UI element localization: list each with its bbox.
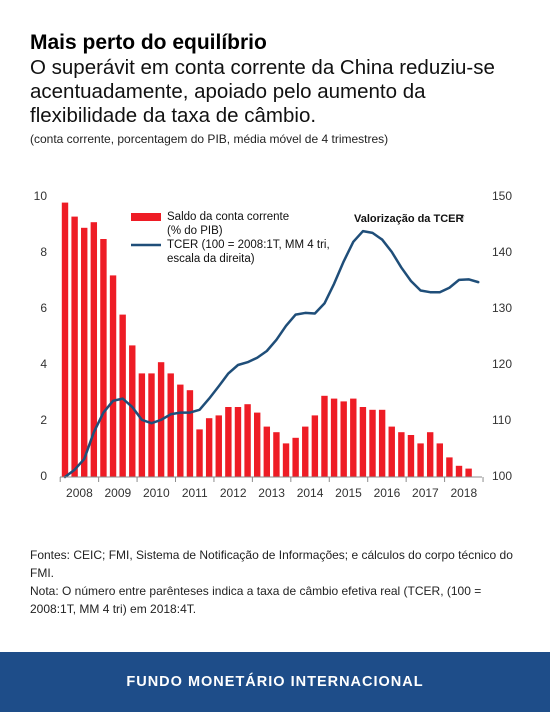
- bar-42: [465, 468, 472, 477]
- x-axis-ticks: 2008 2009 2010 2011 2012 2013 2014 2015 2016 2017…: [59, 477, 484, 500]
- legend-line-label-line2: escala da direita): [167, 253, 255, 265]
- bar-12: [177, 384, 184, 477]
- left-axis-ticks: 0 2 4 6 8 10: [34, 189, 48, 483]
- left-tick-label: 10: [34, 189, 48, 203]
- bar-31: [359, 407, 367, 477]
- bar-27: [321, 395, 328, 477]
- units-note: (conta corrente, porcentagem do PIB, méd…: [30, 132, 389, 146]
- legend-bar-label-line2: (% do PIB): [167, 225, 223, 237]
- bar-1: [71, 216, 78, 477]
- bar-25: [302, 426, 309, 477]
- bar-2: [81, 227, 88, 477]
- bar-40: [446, 457, 453, 477]
- bar-39: [436, 443, 443, 477]
- imf-footer-banner: FUNDO MONETÁRIO INTERNACIONAL: [0, 652, 550, 712]
- bar-38: [426, 432, 434, 477]
- x-tick-label: 2009: [104, 486, 131, 500]
- x-tick-label: 2013: [258, 486, 285, 500]
- bar-24: [292, 437, 299, 477]
- bar-11: [167, 373, 174, 477]
- x-tick-label: 2012: [220, 486, 247, 500]
- bar-26: [311, 415, 319, 477]
- right-axis-ticks: 100 110 120 130 140 150: [492, 189, 512, 483]
- bar-36: [407, 435, 415, 477]
- legend-bar-label: Saldo da conta corrente: [167, 211, 289, 223]
- current-account-bars: [61, 202, 472, 477]
- bar-21: [263, 426, 271, 477]
- bar-6: [119, 314, 126, 477]
- legend-line-label: TCER (100 = 2008:1T, MM 4 tri,: [167, 239, 330, 251]
- reer-note: Nota: O número entre parênteses indica a…: [30, 584, 482, 616]
- x-tick-label: 2016: [374, 486, 401, 500]
- x-tick-label: 2014: [297, 486, 324, 500]
- x-tick-label: 2017: [412, 486, 439, 500]
- bar-3: [90, 222, 98, 477]
- x-tick-label: 2008: [66, 486, 93, 500]
- bar-14: [196, 429, 203, 477]
- right-tick-label: 120: [492, 357, 512, 371]
- bar-35: [398, 432, 405, 477]
- bar-23: [282, 443, 290, 477]
- bar-4: [100, 239, 107, 477]
- chart-title: Mais perto do equilíbrio: [30, 31, 267, 54]
- bar-16: [215, 415, 222, 477]
- sources-note: Fontes: CEIC; FMI, Sistema de Notificaçã…: [30, 548, 513, 580]
- bar-30: [350, 398, 357, 477]
- x-tick-label: 2011: [182, 486, 208, 500]
- bar-28: [330, 398, 338, 477]
- bar-13: [186, 390, 194, 477]
- x-tick-label: 2015: [335, 486, 362, 500]
- left-tick-label: 6: [40, 301, 47, 315]
- right-tick-label: 110: [492, 413, 511, 427]
- bar-7: [129, 345, 136, 477]
- right-tick-label: 140: [492, 245, 512, 259]
- reer-appreciation-annotation: Valorização da TCER: [354, 213, 463, 225]
- bar-17: [225, 407, 232, 477]
- bar-32: [369, 409, 376, 477]
- left-tick-label: 2: [40, 413, 47, 427]
- up-arrow-icon: ↑: [460, 210, 466, 224]
- bar-41: [455, 465, 463, 477]
- left-tick-label: 8: [40, 245, 47, 259]
- x-tick-label: 2010: [143, 486, 170, 500]
- legend-bar-swatch: [131, 213, 161, 221]
- bar-8: [138, 373, 146, 477]
- bar-19: [244, 404, 251, 477]
- left-tick-label: 0: [40, 469, 47, 483]
- x-tick-label: 2018: [450, 486, 477, 500]
- bar-18: [234, 407, 242, 477]
- bar-9: [148, 373, 155, 477]
- bar-22: [273, 432, 280, 477]
- legend: Saldo da conta corrente (% do PIB) TCER …: [131, 211, 330, 265]
- bar-15: [205, 418, 213, 477]
- left-tick-label: 4: [40, 357, 47, 371]
- bar-5: [109, 275, 117, 477]
- bar-34: [388, 426, 395, 477]
- right-tick-label: 100: [492, 469, 512, 483]
- bar-0: [61, 202, 69, 477]
- bar-37: [417, 443, 424, 477]
- imf-footer-label: FUNDO MONETÁRIO INTERNACIONAL: [126, 674, 424, 690]
- bar-20: [254, 412, 261, 477]
- reer-line: [63, 229, 480, 479]
- bar-33: [378, 409, 386, 477]
- chart-subtitle: O superávit em conta corrente da China r…: [30, 56, 495, 127]
- right-tick-label: 150: [492, 189, 512, 203]
- bar-29: [340, 401, 347, 477]
- right-tick-label: 130: [492, 301, 512, 315]
- footnotes: Fontes: CEIC; FMI, Sistema de Notificaçã…: [30, 546, 520, 618]
